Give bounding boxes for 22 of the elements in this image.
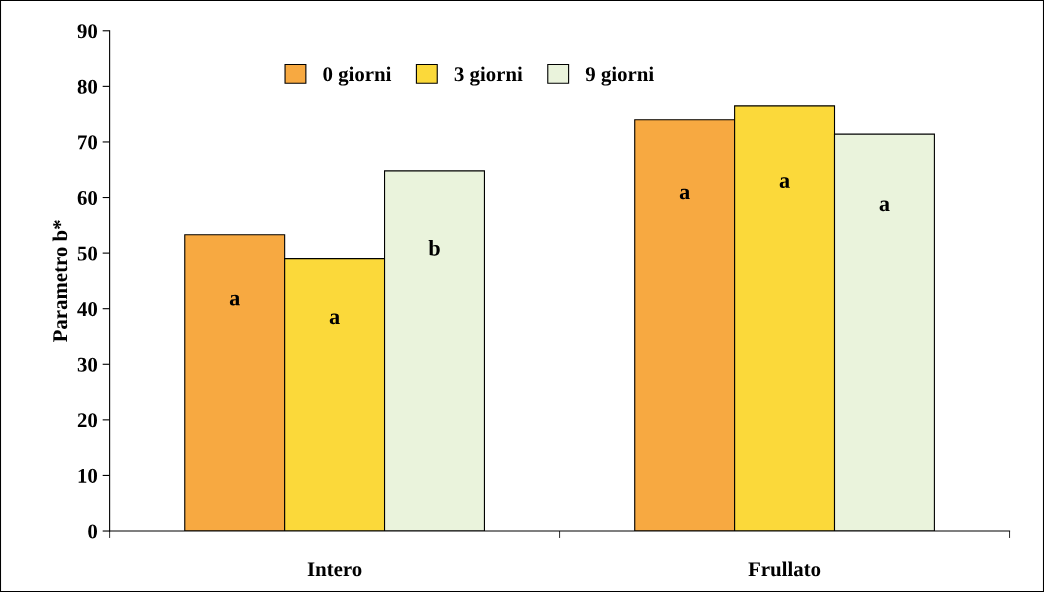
legend-label: 9 giorni [585, 66, 654, 86]
y-tick-label: 40 [77, 302, 98, 317]
y-axis-title: Parametro b* [52, 220, 68, 342]
y-tick-label: 80 [77, 79, 98, 94]
legend-label: 3 giorni [454, 66, 523, 86]
data-label: b [428, 240, 440, 256]
y-tick-label: 10 [78, 468, 98, 483]
y-tick-label: 20 [77, 413, 98, 428]
legend-label: 0 giorni [323, 66, 392, 86]
data-label: a [779, 177, 790, 188]
y-tick-label: 50 [77, 246, 98, 261]
data-label: a [679, 188, 690, 200]
data-label: a [229, 294, 240, 306]
y-tick-label: 0 [88, 524, 98, 539]
y-tick-label: 30 [77, 357, 98, 372]
x-tick-label: Intero [307, 562, 362, 577]
x-tick-label: Frullato [748, 561, 821, 577]
data-label: a [879, 200, 890, 212]
y-tick-label: 60 [77, 190, 98, 205]
y-tick-label: 90 [77, 24, 98, 39]
y-tick-label: 70 [78, 135, 98, 150]
data-label: a [329, 313, 340, 325]
